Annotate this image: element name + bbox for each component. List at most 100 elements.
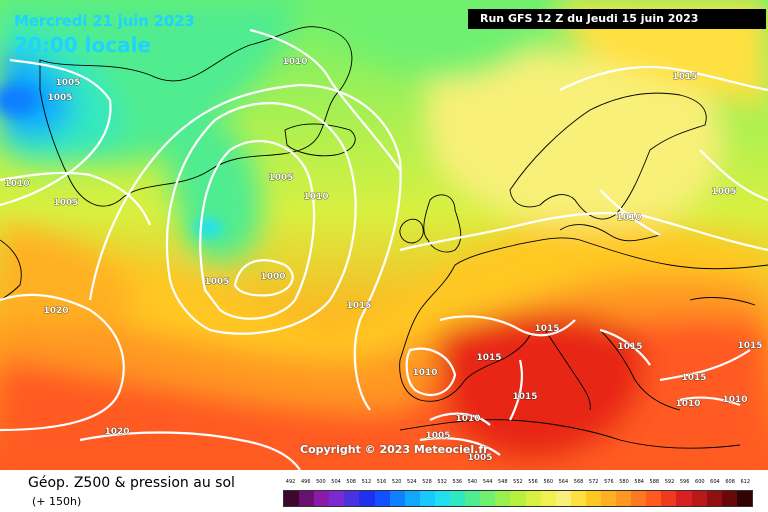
scale-swatch — [329, 491, 345, 506]
isobar-label: 1015 — [617, 342, 642, 352]
product-title: Géop. Z500 & pression au sol — [28, 475, 235, 491]
scale-label: 528 — [422, 479, 432, 485]
color-scale-labels: 492 496 500 504 508 512 516 520 524 528 532 536 540 5… — [283, 479, 753, 489]
scale-label: 508 — [346, 479, 356, 485]
scale-swatch — [706, 491, 722, 506]
isobar-label: 1015 — [672, 72, 697, 82]
baltic-coast — [559, 224, 661, 242]
model-run-banner: Run GFS 12 Z du Jeudi 15 juin 2023 — [468, 9, 766, 29]
iceland-coast — [284, 123, 356, 157]
isobar-1000 — [233, 259, 294, 297]
scale-swatch — [721, 491, 737, 506]
isobar-1015-east — [399, 211, 768, 252]
scale-label: 552 — [513, 479, 523, 485]
greenland-coast — [39, 26, 353, 207]
scale-swatch — [419, 491, 435, 506]
scale-label: 548 — [497, 479, 508, 485]
isobar-labels: 1010 1005 1005 1010 1005 1005 1010 1005 1000 1020… — [4, 57, 763, 464]
scale-label: 612 — [740, 479, 751, 485]
scale-swatch — [631, 491, 647, 506]
isobar-1010-west — [0, 171, 152, 226]
scale-swatch — [510, 491, 526, 506]
scale-label: 536 — [452, 479, 463, 485]
isobar-label: 1015 — [512, 392, 537, 402]
isobar-label: 1015 — [737, 341, 762, 351]
scale-label: 504 — [331, 479, 341, 485]
isobar-label: 1005 — [711, 187, 736, 197]
scale-swatch — [465, 491, 481, 506]
isobar-1015-east2 — [659, 349, 751, 382]
isobar-1015-north — [559, 65, 768, 92]
scale-label: 560 — [543, 479, 553, 485]
scale-label: 580 — [619, 479, 629, 485]
isobar-label: 1015 — [346, 301, 371, 311]
europe-coast — [399, 237, 768, 402]
coastlines — [0, 26, 768, 449]
scale-swatch — [736, 491, 752, 506]
scale-swatch — [389, 491, 405, 506]
scale-label: 544 — [482, 479, 493, 485]
scale-swatch — [616, 491, 632, 506]
scale-swatch — [600, 491, 617, 506]
isobar-label: 1020 — [43, 306, 68, 316]
scale-swatch — [585, 491, 601, 506]
scale-swatch — [570, 491, 586, 506]
isobar-label: 1015 — [681, 373, 706, 383]
isobar-label: 1010 — [675, 399, 700, 409]
italy-coast — [544, 329, 591, 411]
forecast-date: Mercredi 21 juin 2023 — [14, 12, 195, 30]
isobars — [0, 28, 768, 470]
isobar-label: 1015 — [476, 353, 501, 363]
scale-swatch — [646, 491, 662, 506]
isobar-label: 1020 — [104, 427, 129, 437]
scale-swatch — [661, 491, 677, 506]
scale-swatch — [359, 491, 375, 506]
isobar-label: 1005 — [53, 198, 78, 208]
scale-label: 568 — [573, 479, 584, 485]
scale-label: 608 — [725, 479, 735, 485]
scale-label: 540 — [467, 479, 478, 485]
isobar-1015-europe — [439, 315, 576, 337]
legend-footer: Géop. Z500 & pression au sol (+ 150h) 49… — [0, 470, 768, 512]
forecast-local-time: 20:00 locale — [14, 33, 151, 57]
isobar-1010-scandi — [599, 189, 661, 236]
scale-label: 524 — [407, 479, 417, 485]
scale-swatch — [495, 491, 511, 506]
scale-swatch — [434, 491, 451, 506]
isobar-label: 1010 — [455, 414, 480, 424]
scale-label: 532 — [437, 479, 447, 485]
scale-swatch — [480, 491, 496, 506]
isobar-label: 1010 — [412, 368, 437, 378]
uk-coast — [423, 194, 462, 253]
scale-label: 512 — [361, 479, 372, 485]
isobar-1015-italy — [509, 359, 524, 421]
isobar-label: 1015 — [534, 324, 559, 334]
isobar-1005-africa — [419, 437, 501, 456]
scale-label: 592 — [664, 479, 675, 485]
isobar-label: 1010 — [4, 179, 29, 189]
isobar-1020-south — [79, 431, 301, 470]
isobar-1015-balkans — [599, 328, 651, 366]
scale-label: 516 — [376, 479, 387, 485]
north-africa-coast — [399, 419, 741, 449]
balkans-coast — [599, 329, 681, 411]
scale-swatch — [540, 491, 556, 506]
isobar-1010-low — [165, 102, 357, 335]
isobar-1010-north — [249, 28, 401, 171]
isobar-1020 — [0, 293, 125, 432]
scale-label: 492 — [285, 479, 296, 485]
scale-swatch — [450, 491, 466, 506]
lead-time: (+ 150h) — [32, 495, 82, 508]
isobar-1010-spain — [405, 347, 457, 397]
scale-label: 572 — [588, 479, 599, 485]
isobar-label: 1005 — [268, 173, 293, 183]
scale-swatch — [284, 491, 300, 506]
scale-label: 556 — [528, 479, 538, 485]
scandinavia-coast — [509, 92, 707, 220]
isobar-label: 1005 — [47, 93, 72, 103]
scale-label: 596 — [679, 479, 690, 485]
scale-label: 576 — [604, 479, 614, 485]
isobar-label: 1010 — [722, 395, 747, 405]
isobar-1005-low — [199, 140, 316, 320]
ireland-coast — [399, 218, 424, 244]
